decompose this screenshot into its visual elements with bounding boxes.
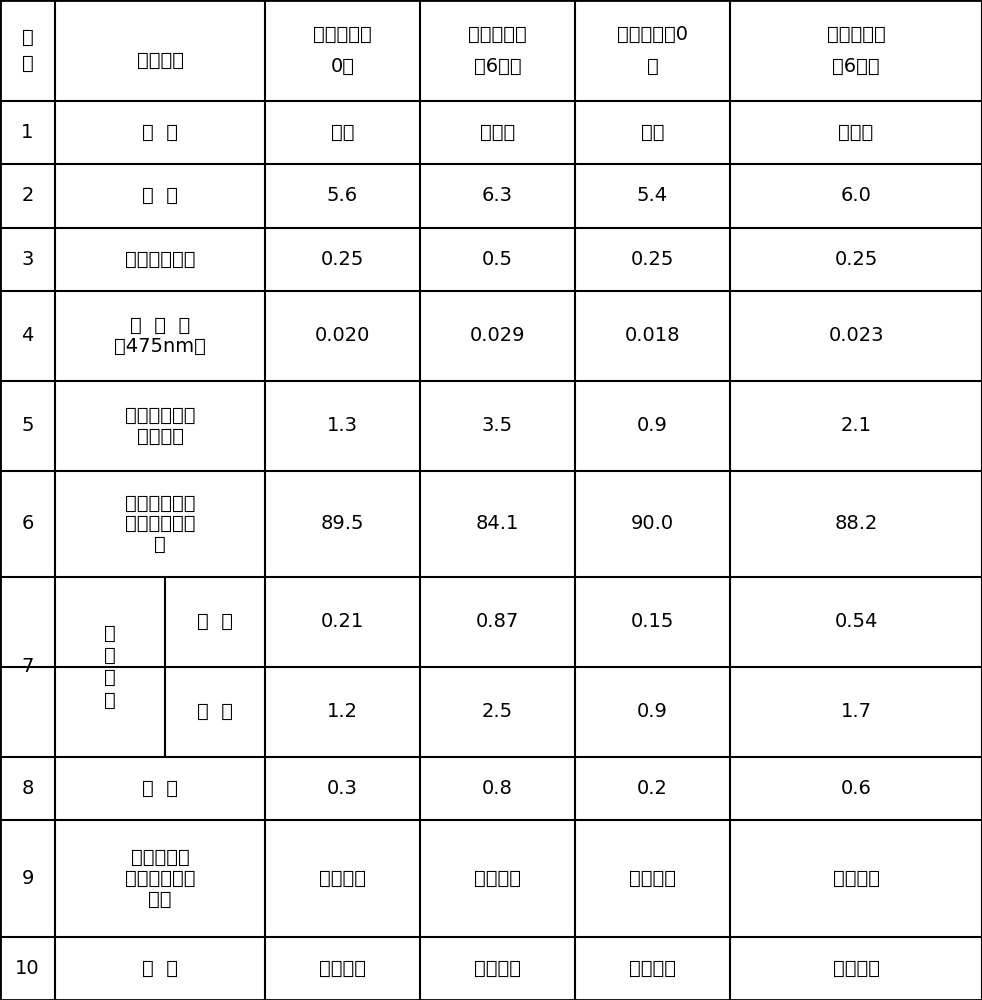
- Text: （475nm）: （475nm）: [114, 337, 206, 356]
- Text: 90.0: 90.0: [631, 514, 674, 533]
- Text: 2: 2: [22, 186, 33, 205]
- Text: 符合规定: 符合规定: [474, 959, 521, 978]
- Text: 号: 号: [22, 53, 33, 72]
- Text: 溶液的澄清度: 溶液的澄清度: [125, 250, 195, 269]
- Text: 白色: 白色: [640, 123, 664, 142]
- Text: 酸  度: 酸 度: [142, 186, 178, 205]
- Text: 符合规定: 符合规定: [319, 869, 366, 888]
- Text: 3.5: 3.5: [482, 416, 513, 435]
- Text: 88.2: 88.2: [835, 514, 878, 533]
- Text: 0.029: 0.029: [469, 326, 525, 345]
- Text: 10: 10: [15, 959, 40, 978]
- Text: 符合规定: 符合规定: [474, 869, 521, 888]
- Text: 类白色: 类白色: [839, 123, 874, 142]
- Text: 0.2: 0.2: [637, 779, 668, 798]
- Text: 总  杂: 总 杂: [197, 702, 233, 721]
- Text: 0.87: 0.87: [476, 612, 519, 631]
- Text: （以头孢孟多: （以头孢孟多: [125, 869, 195, 888]
- Text: 0.023: 0.023: [828, 326, 884, 345]
- Text: 2.1: 2.1: [841, 416, 871, 435]
- Text: 0.8: 0.8: [482, 779, 513, 798]
- Text: 0.3: 0.3: [327, 779, 357, 798]
- Text: 0.9: 0.9: [637, 702, 668, 721]
- Text: 序: 序: [22, 28, 33, 47]
- Text: 8: 8: [22, 779, 33, 798]
- Text: 84.1: 84.1: [476, 514, 519, 533]
- Text: 类白色: 类白色: [480, 123, 516, 142]
- Text: 计）: 计）: [148, 890, 172, 909]
- Text: 改进后样品: 改进后样品: [827, 25, 886, 44]
- Text: 1.7: 1.7: [841, 702, 871, 721]
- Text: 白色: 白色: [331, 123, 355, 142]
- Text: 符合规定: 符合规定: [629, 869, 676, 888]
- Text: 6.0: 6.0: [841, 186, 871, 205]
- Text: 天: 天: [646, 57, 658, 76]
- Text: 1.3: 1.3: [327, 416, 358, 435]
- Text: 加6个月: 加6个月: [832, 57, 880, 76]
- Text: 0.54: 0.54: [835, 612, 878, 631]
- Text: 含量，按无水: 含量，按无水: [125, 494, 195, 513]
- Text: 无水物计: 无水物计: [136, 427, 184, 446]
- Text: 5: 5: [22, 416, 33, 435]
- Text: 加6个月: 加6个月: [473, 57, 521, 76]
- Text: 0.6: 0.6: [841, 779, 871, 798]
- Text: 物计含头孢孟: 物计含头孢孟: [125, 514, 195, 533]
- Text: 0.5: 0.5: [482, 250, 513, 269]
- Text: 0.25: 0.25: [321, 250, 364, 269]
- Text: 4: 4: [22, 326, 33, 345]
- Text: 5.6: 5.6: [327, 186, 358, 205]
- Text: 符合规定: 符合规定: [833, 869, 880, 888]
- Text: 0.25: 0.25: [835, 250, 878, 269]
- Text: 性  状: 性 状: [142, 123, 178, 142]
- Text: 1: 1: [22, 123, 33, 142]
- Text: 9: 9: [22, 869, 33, 888]
- Text: 多: 多: [154, 535, 166, 554]
- Text: 2.5: 2.5: [482, 702, 513, 721]
- Text: 检验项目: 检验项目: [136, 51, 184, 70]
- Text: 89.5: 89.5: [321, 514, 364, 533]
- Text: 改进前样品: 改进前样品: [313, 25, 372, 44]
- Text: 0.020: 0.020: [315, 326, 370, 345]
- Text: 0.018: 0.018: [625, 326, 681, 345]
- Text: 有: 有: [104, 624, 116, 643]
- Text: 0.15: 0.15: [630, 612, 675, 631]
- Text: 7: 7: [22, 657, 33, 676]
- Text: 无  菌: 无 菌: [142, 959, 178, 978]
- Text: 6: 6: [22, 514, 33, 533]
- Text: 0.9: 0.9: [637, 416, 668, 435]
- Text: 1.2: 1.2: [327, 702, 358, 721]
- Text: 0天: 0天: [331, 57, 355, 76]
- Text: 水  分: 水 分: [142, 779, 178, 798]
- Text: 符合规定: 符合规定: [319, 959, 366, 978]
- Text: 改进前样品: 改进前样品: [468, 25, 527, 44]
- Text: 吸  光  度: 吸 光 度: [130, 316, 191, 335]
- Text: 改进后样品0: 改进后样品0: [617, 25, 688, 44]
- Text: 3: 3: [22, 250, 33, 269]
- Text: 5.4: 5.4: [637, 186, 668, 205]
- Text: 头孢孟多、按: 头孢孟多、按: [125, 406, 195, 425]
- Text: 质: 质: [104, 690, 116, 710]
- Text: 6.3: 6.3: [482, 186, 513, 205]
- Text: 关: 关: [104, 646, 116, 665]
- Text: 0.21: 0.21: [321, 612, 364, 631]
- Text: 单  杂: 单 杂: [197, 612, 233, 631]
- Text: 物: 物: [104, 668, 116, 687]
- Text: 符合规定: 符合规定: [629, 959, 676, 978]
- Text: 符合规定: 符合规定: [833, 959, 880, 978]
- Text: 0.25: 0.25: [630, 250, 675, 269]
- Text: 细菌内毒素: 细菌内毒素: [131, 848, 190, 867]
